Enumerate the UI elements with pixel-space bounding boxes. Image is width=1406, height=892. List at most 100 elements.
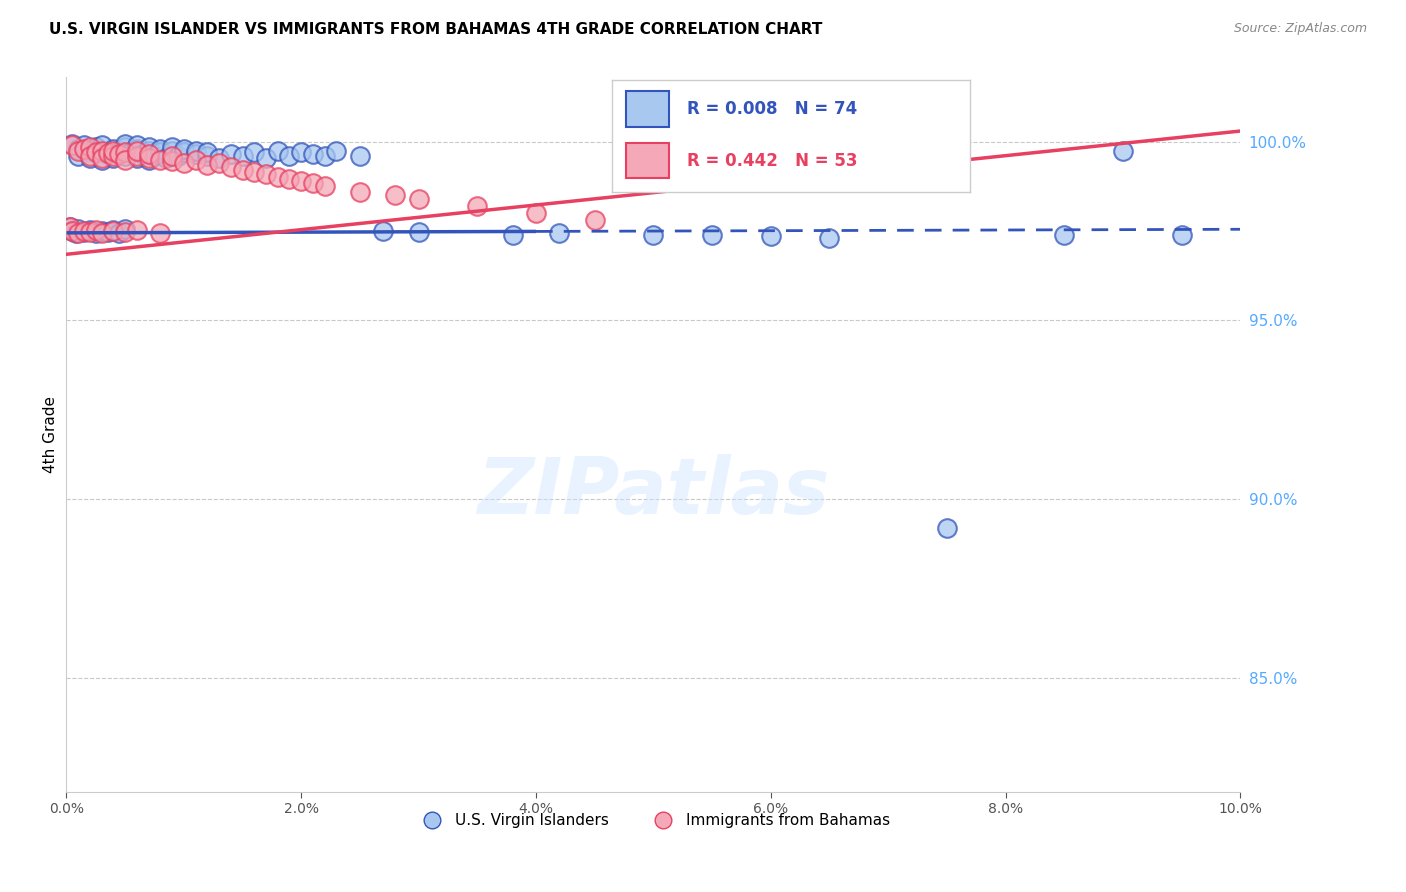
Point bbox=[103, 151, 125, 165]
Point bbox=[173, 156, 195, 170]
Point bbox=[1170, 227, 1192, 242]
Point bbox=[120, 145, 142, 160]
Point bbox=[143, 149, 166, 163]
Point bbox=[184, 153, 207, 167]
Point bbox=[79, 149, 101, 163]
Point bbox=[877, 138, 900, 153]
Point bbox=[278, 172, 301, 186]
Point bbox=[138, 144, 160, 158]
Point bbox=[349, 149, 371, 163]
Point bbox=[267, 170, 290, 185]
Point bbox=[314, 179, 336, 194]
Point bbox=[818, 231, 841, 245]
Point bbox=[325, 144, 347, 158]
Point bbox=[73, 142, 96, 156]
Y-axis label: 4th Grade: 4th Grade bbox=[44, 396, 58, 473]
Point bbox=[231, 163, 253, 178]
Point bbox=[84, 223, 107, 237]
Point bbox=[67, 226, 90, 240]
Point bbox=[96, 146, 118, 161]
Point bbox=[160, 149, 183, 163]
Point bbox=[465, 199, 488, 213]
Point bbox=[583, 213, 606, 227]
Point bbox=[103, 224, 125, 238]
Point bbox=[243, 165, 266, 179]
Point bbox=[149, 145, 172, 160]
Point bbox=[138, 151, 160, 165]
Point bbox=[502, 227, 524, 242]
Point bbox=[302, 176, 325, 190]
Point bbox=[408, 192, 430, 206]
Point bbox=[243, 145, 266, 160]
Point bbox=[73, 138, 96, 153]
Point bbox=[290, 174, 312, 188]
Point bbox=[60, 138, 83, 153]
Point bbox=[349, 185, 371, 199]
Point bbox=[138, 147, 160, 161]
Point bbox=[254, 167, 277, 181]
Point bbox=[67, 144, 90, 158]
Point bbox=[149, 226, 172, 240]
Point bbox=[125, 151, 148, 165]
Point bbox=[114, 140, 136, 154]
Point bbox=[195, 145, 218, 160]
Text: ZIPatlas: ZIPatlas bbox=[477, 454, 830, 530]
Point bbox=[90, 153, 112, 167]
Point bbox=[155, 151, 177, 165]
Point bbox=[254, 151, 277, 165]
Point bbox=[114, 145, 136, 160]
Point bbox=[114, 136, 136, 151]
Point bbox=[149, 153, 172, 167]
Point bbox=[114, 153, 136, 167]
Point bbox=[73, 225, 96, 239]
Point bbox=[1053, 227, 1076, 242]
Point bbox=[184, 144, 207, 158]
Point bbox=[700, 228, 723, 243]
Point bbox=[759, 229, 782, 244]
Point bbox=[90, 151, 112, 165]
Point bbox=[138, 140, 160, 154]
Point bbox=[103, 144, 125, 158]
Point bbox=[67, 142, 90, 156]
Point bbox=[84, 226, 107, 240]
Point bbox=[60, 136, 83, 151]
Point bbox=[103, 149, 125, 163]
Point bbox=[278, 149, 301, 163]
Point bbox=[524, 206, 547, 220]
Point bbox=[160, 144, 183, 158]
Point bbox=[79, 151, 101, 165]
Point bbox=[60, 224, 83, 238]
Point bbox=[59, 220, 82, 235]
Point bbox=[173, 142, 195, 156]
Point bbox=[84, 145, 107, 160]
Text: Source: ZipAtlas.com: Source: ZipAtlas.com bbox=[1233, 22, 1367, 36]
Point bbox=[935, 520, 957, 534]
Text: R = 0.442   N = 53: R = 0.442 N = 53 bbox=[688, 152, 858, 169]
Point bbox=[149, 142, 172, 156]
FancyBboxPatch shape bbox=[626, 91, 669, 128]
Point bbox=[114, 222, 136, 236]
Point bbox=[60, 224, 83, 238]
Point bbox=[79, 225, 101, 239]
Point bbox=[67, 222, 90, 236]
Point bbox=[114, 149, 136, 163]
Point bbox=[231, 149, 253, 163]
FancyBboxPatch shape bbox=[626, 143, 669, 178]
Point bbox=[219, 147, 242, 161]
Point bbox=[79, 144, 101, 158]
Legend: U.S. Virgin Islanders, Immigrants from Bahamas: U.S. Virgin Islanders, Immigrants from B… bbox=[411, 807, 896, 834]
Point bbox=[167, 149, 190, 163]
Point bbox=[759, 124, 782, 138]
Point bbox=[219, 160, 242, 174]
Point bbox=[173, 145, 195, 160]
Point bbox=[90, 145, 112, 160]
Point bbox=[108, 144, 131, 158]
Point bbox=[373, 224, 395, 238]
Point bbox=[125, 142, 148, 156]
Point bbox=[184, 147, 207, 161]
Point bbox=[96, 225, 118, 239]
Point bbox=[90, 144, 112, 158]
Point bbox=[195, 149, 218, 163]
Point bbox=[138, 153, 160, 167]
Point bbox=[125, 144, 148, 158]
